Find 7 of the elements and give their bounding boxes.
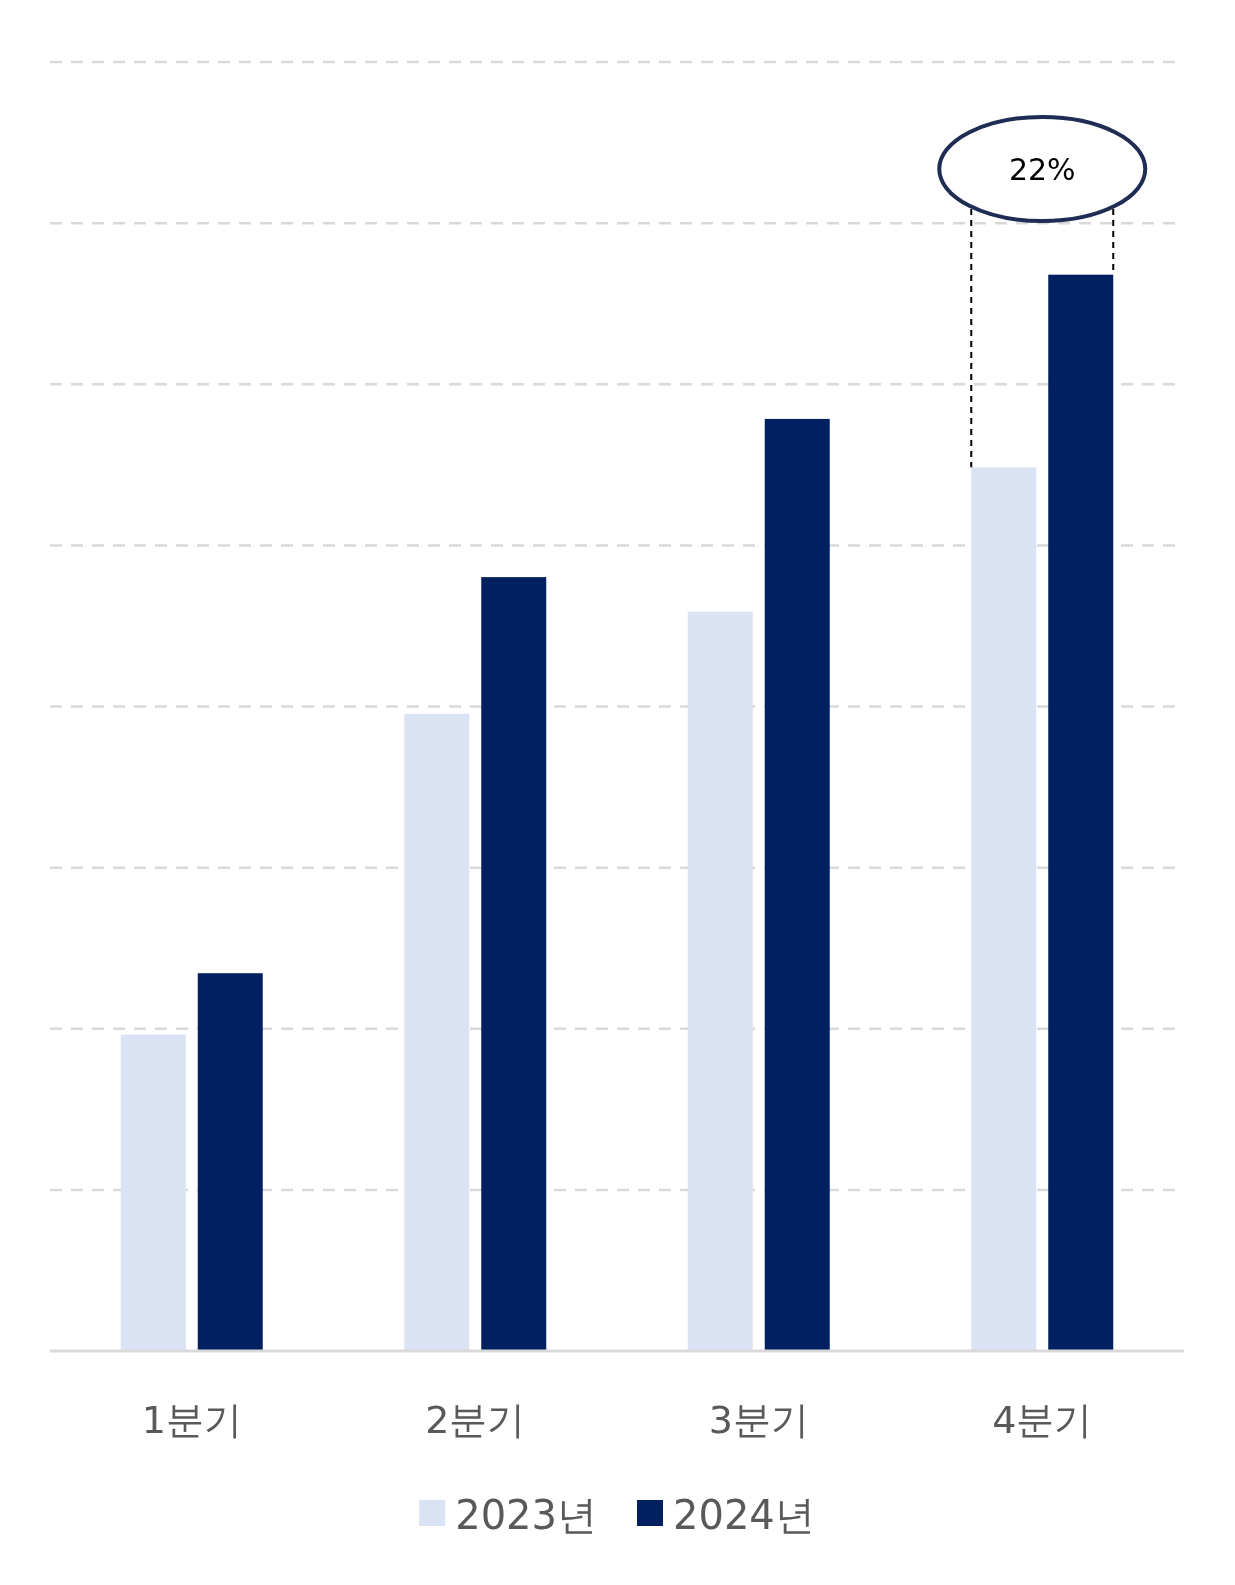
legend-label: 2023년 [455,1492,597,1538]
x-tick-label: 3분기 [708,1398,809,1442]
x-tick-label: 4분기 [992,1398,1093,1442]
legend-label: 2024년 [673,1492,815,1538]
text: 22% [1008,152,1076,187]
x-tick-label: 1분기 [141,1398,242,1442]
x-tick-label: 2분기 [425,1398,526,1442]
